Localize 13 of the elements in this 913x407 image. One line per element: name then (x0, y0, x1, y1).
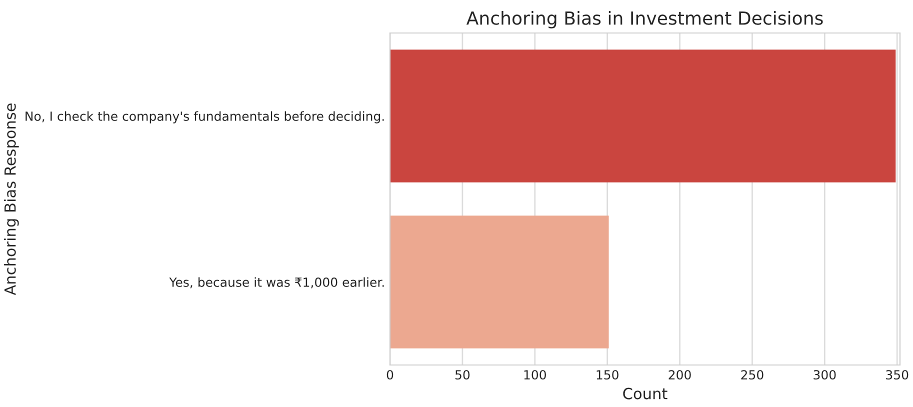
x-tick-label: 50 (455, 370, 470, 380)
x-tick-label: 350 (886, 370, 908, 380)
x-tick-label: 200 (668, 370, 691, 380)
chart-title: Anchoring Bias in Investment Decisions (466, 10, 823, 28)
x-tick-label: 150 (596, 370, 618, 380)
y-tick-label: Yes, because it was ₹1,000 earlier. (169, 277, 384, 288)
y-axis-title: Anchoring Bias Response (4, 104, 19, 296)
x-tick-label: 300 (814, 370, 836, 380)
y-tick-label: No, I check the company's fundamentals before deciding. (26, 111, 384, 124)
x-axis-title: Count (623, 388, 668, 400)
x-tick-label: 0 (386, 370, 394, 380)
x-tick-label: 100 (524, 370, 546, 380)
x-tick-label: 250 (741, 370, 764, 380)
